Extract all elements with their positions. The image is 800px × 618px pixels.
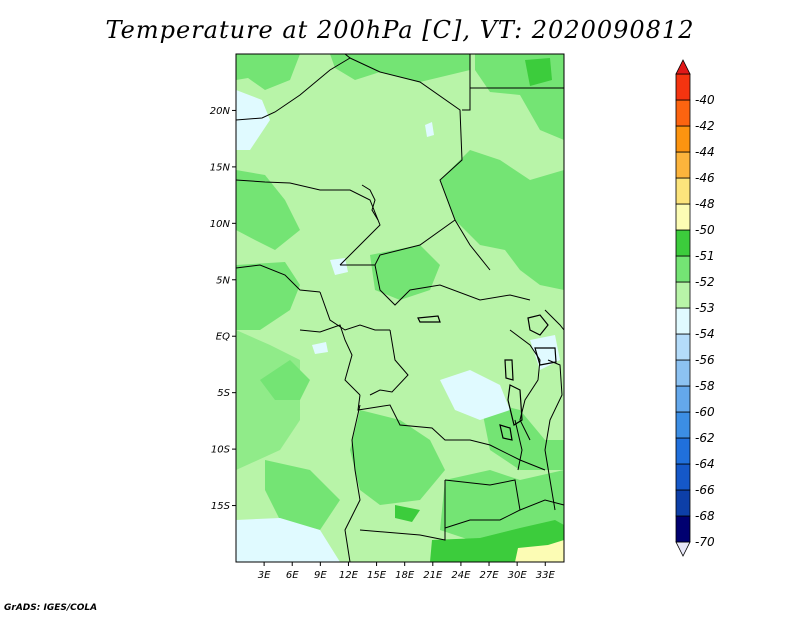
colorbar-label: -53 xyxy=(695,301,715,315)
lon-tick-label: 33E xyxy=(536,570,556,581)
colorbar-box xyxy=(675,177,691,205)
colorbar-box xyxy=(675,151,691,179)
shaded-region-50 xyxy=(515,540,564,562)
lat-tick-label: 20N xyxy=(210,106,231,117)
lat-tick-label: 10N xyxy=(210,219,231,230)
colorbar-label: -68 xyxy=(695,509,715,523)
lon-tick-label: 9E xyxy=(314,570,327,581)
colorbar-label: -50 xyxy=(695,223,715,237)
lat-tick-label: 5N xyxy=(216,275,230,286)
lon-tick-label: 30E xyxy=(508,570,528,581)
colorbar-label: -62 xyxy=(695,431,715,445)
colorbar-label: -64 xyxy=(695,457,715,471)
lat-tick-label: EQ xyxy=(216,332,230,343)
colorbar-box xyxy=(675,411,691,439)
lakes xyxy=(417,314,557,441)
colorbar-box xyxy=(675,463,691,491)
lon-tick-label: 18E xyxy=(395,570,415,581)
colorbar-label: -52 xyxy=(695,275,715,289)
lat-tick-label: 10S xyxy=(211,445,231,456)
country-borders xyxy=(235,53,565,563)
colorbar-box xyxy=(675,385,691,413)
colorbar-label: -54 xyxy=(695,327,715,341)
colorbar-label: -66 xyxy=(695,483,715,497)
lon-tick-label: 21E xyxy=(423,570,443,581)
chart-title: Temperature at 200hPa [C], VT: 202009081… xyxy=(105,16,695,44)
colorbar-box xyxy=(675,203,691,231)
colorbar-label: -40 xyxy=(695,93,715,107)
colorbar-label: -51 xyxy=(695,249,715,263)
lat-tick-label: 15N xyxy=(210,162,231,173)
latitude-axis: 20N 15N 10N 5N EQ 5S 10S 15S xyxy=(210,106,236,512)
shaded-regions-54 xyxy=(236,90,560,562)
lon-tick-label: 27E xyxy=(480,570,500,581)
colorbar-box xyxy=(675,99,691,127)
colorbar-label: -44 xyxy=(695,145,715,159)
lat-tick-label: 5S xyxy=(217,388,230,399)
colorbar-label: -58 xyxy=(695,379,715,393)
colorbar-label: -48 xyxy=(695,197,715,211)
colorbar-box xyxy=(675,281,691,309)
lon-tick-label: 6E xyxy=(286,570,299,581)
lon-tick-label: 15E xyxy=(367,570,387,581)
colorbar-label: -60 xyxy=(695,405,715,419)
colorbar-box xyxy=(675,307,691,335)
colorbar-over-triangle xyxy=(675,59,691,75)
longitude-axis: 3E 6E 9E 12E 15E 18E 21E 24E 27E 30E 33E xyxy=(258,562,556,581)
colorbar-box xyxy=(675,489,691,517)
colorbar-box xyxy=(675,359,691,387)
lat-tick-label: 15S xyxy=(211,501,231,512)
colorbar: -70 -68 -66 -64 -62 -60 -58 -56 -54 -53 -52 -51 -50 -… xyxy=(675,59,715,557)
map-frame xyxy=(235,53,565,563)
colorbar-box xyxy=(675,255,691,283)
colorbar-label: -70 xyxy=(695,535,715,549)
colorbar-label: -56 xyxy=(695,353,715,367)
lon-tick-label: 3E xyxy=(258,570,271,581)
lon-tick-label: 24E xyxy=(451,570,471,581)
footer-credit: GrADS: IGES/COLA xyxy=(4,603,98,613)
lon-tick-label: 12E xyxy=(339,570,359,581)
colorbar-under-triangle xyxy=(675,541,691,557)
colorbar-label: -46 xyxy=(695,171,715,185)
colorbar-label: -42 xyxy=(695,119,715,133)
colorbar-box xyxy=(675,437,691,465)
colorbar-box xyxy=(675,229,691,257)
shaded-regions-52 xyxy=(236,54,564,545)
colorbar-box xyxy=(675,333,691,361)
colorbar-box xyxy=(675,73,691,101)
colorbar-box xyxy=(675,125,691,153)
colorbar-box xyxy=(675,515,691,543)
